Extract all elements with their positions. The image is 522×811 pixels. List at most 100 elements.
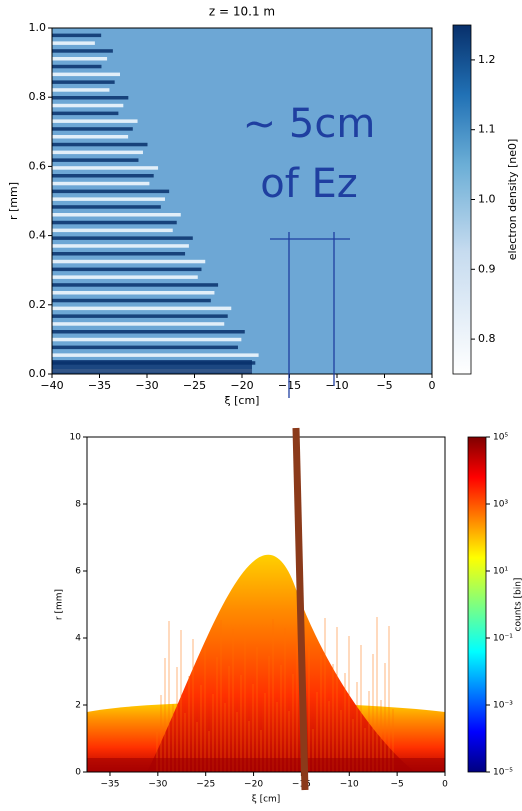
- x-tick-label: −30: [135, 379, 158, 392]
- heatmap-stripe: [52, 259, 206, 264]
- heatmap-stripe: [52, 119, 138, 123]
- colorbar-tick-label: 0.9: [478, 262, 496, 275]
- heatmap-stripe: [52, 96, 129, 100]
- y-tick-label: 8: [75, 500, 81, 510]
- heatmap-stripe: [52, 80, 115, 84]
- heatmap-stripe: [52, 236, 193, 240]
- x-axis-label: ξ [cm]: [252, 795, 281, 805]
- y-tick-label: 0.4: [29, 229, 47, 242]
- heatmap-stripe: [52, 189, 170, 194]
- heatmap-stripe: [52, 103, 124, 108]
- x-tick-label: −5: [376, 379, 392, 392]
- heatmap-stripe: [52, 181, 150, 186]
- heatmap-stripe: [52, 49, 113, 53]
- heatmap-stripe: [52, 41, 95, 45]
- x-tick-label: −35: [88, 379, 111, 392]
- heatmap-stripe: [52, 88, 110, 92]
- heatmap-stripe: [52, 158, 139, 162]
- colorbar-tick-label: 10³: [493, 500, 508, 510]
- heatmap-stripe: [52, 322, 225, 326]
- annotation: ~ 5cm: [243, 101, 376, 147]
- heatmap-stripe: [52, 174, 154, 178]
- x-tick-label: −20: [244, 780, 263, 790]
- colorbar: [452, 24, 472, 375]
- heatmap-stripe: [52, 64, 102, 69]
- heatmap-stripe: [52, 345, 238, 350]
- x-tick-label: −25: [183, 379, 206, 392]
- y-tick-label: 2: [75, 701, 81, 711]
- heatmap-stripe: [52, 142, 148, 147]
- heatmap-stripe: [52, 72, 121, 77]
- colorbar-tick-label: 10⁻³: [493, 701, 513, 711]
- x-tick-label: −20: [230, 379, 253, 392]
- x-tick-label: −40: [40, 379, 63, 392]
- x-tick-label: 0: [429, 379, 436, 392]
- heatmap-stripe: [52, 298, 211, 303]
- y-tick-label: 0.2: [29, 298, 47, 311]
- colorbar-tick-label: 1.0: [478, 193, 496, 206]
- x-tick-label: −25: [196, 780, 215, 790]
- heatmap-stripe: [52, 314, 228, 318]
- x-axis-label: ξ [cm]: [225, 394, 260, 407]
- colorbar-label: electron density [ne0]: [506, 139, 519, 261]
- y-tick-label: 0: [75, 768, 81, 778]
- colorbar: [467, 436, 487, 773]
- annotation: of Ez: [260, 161, 358, 207]
- heatmap-stripe: [52, 213, 181, 217]
- y-tick-label: 10: [70, 433, 82, 443]
- y-tick-label: 6: [75, 567, 81, 577]
- colorbar-tick-label: 10¹: [493, 567, 508, 577]
- heatmap-stripe: [52, 291, 215, 295]
- heatmap-stripe: [52, 353, 259, 357]
- heatmap-background: [52, 28, 432, 374]
- heatmap-stripe: [52, 275, 198, 279]
- heatmap-stripe: [52, 205, 161, 209]
- colorbar-tick-label: 0.8: [478, 332, 496, 345]
- heatmap-stripe: [52, 283, 219, 287]
- heatmap-base: [52, 360, 252, 374]
- heatmap-stripe: [52, 330, 245, 334]
- heatmap-stripe: [52, 244, 189, 248]
- heatmap-stripe: [52, 150, 143, 155]
- plot-frame: [86, 436, 446, 773]
- heatmap-stripe: [52, 135, 129, 139]
- chart: −40−35−30−25−20−15−10−500.00.20.40.60.81…: [7, 5, 519, 408]
- x-tick-label: 0: [442, 780, 448, 790]
- heatmap-stripe: [52, 166, 159, 170]
- y-tick-label: 0.6: [29, 159, 47, 172]
- colorbar-tick-label: 1.2: [478, 53, 496, 66]
- annotation-line: [292, 427, 309, 791]
- heatmap-stripe: [52, 306, 232, 311]
- y-axis-label: r [mm]: [7, 182, 20, 220]
- heatmap-stripe: [52, 197, 165, 201]
- heatmap-mound: [147, 554, 415, 772]
- heatmap-stripe: [52, 252, 186, 256]
- x-tick-label: −35: [100, 780, 119, 790]
- heatmap-stripe: [52, 220, 177, 225]
- heatmap-stripe: [52, 337, 242, 342]
- heatmap-stripe: [52, 111, 119, 116]
- heatmap-stripe: [52, 127, 133, 131]
- colorbar-tick-label: 10⁵: [493, 433, 508, 443]
- heatmap-stripe: [52, 33, 102, 38]
- chart-title: z = 10.1 m: [209, 5, 275, 19]
- colorbar-tick-label: 10⁻⁵: [493, 768, 513, 778]
- y-tick-label: 1.0: [29, 21, 47, 34]
- y-axis-label: r [mm]: [55, 589, 65, 620]
- x-tick-label: −10: [340, 780, 359, 790]
- y-tick-label: 0.8: [29, 90, 47, 103]
- x-tick-label: −10: [325, 379, 348, 392]
- heatmap-stripe: [52, 57, 108, 61]
- y-tick-label: 4: [75, 634, 81, 644]
- x-tick-label: −5: [390, 780, 403, 790]
- x-tick-label: −30: [148, 780, 167, 790]
- colorbar-tick-label: 10⁻¹: [493, 634, 513, 644]
- colorbar-label: counts [bin]: [514, 578, 522, 632]
- heatmap-stripe: [52, 267, 202, 272]
- y-tick-label: 0.0: [29, 367, 47, 380]
- heatmap-base: [87, 758, 445, 772]
- colorbar-tick-label: 1.1: [478, 123, 496, 136]
- heatmap-stripe: [52, 228, 173, 233]
